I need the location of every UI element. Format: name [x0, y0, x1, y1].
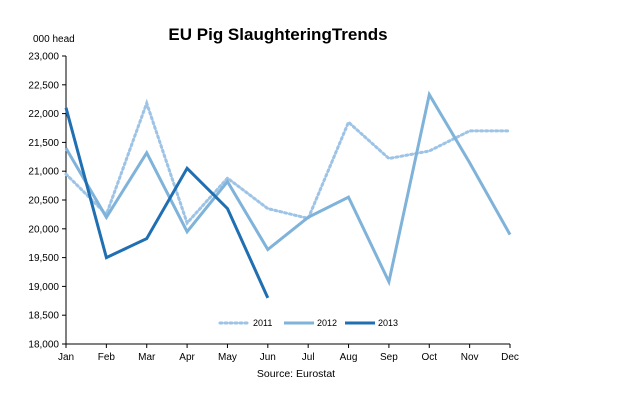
- chart-title: EU Pig SlaughteringTrends: [168, 25, 387, 44]
- x-tick-label: Aug: [340, 352, 358, 363]
- y-tick-label: 21,000: [28, 167, 59, 178]
- y-tick-label: 20,500: [28, 196, 59, 207]
- source-note: Source: Eurostat: [257, 368, 335, 380]
- y-tick-label: 20,000: [28, 224, 59, 235]
- x-tick-label: Nov: [461, 352, 479, 363]
- series-lines: [64, 90, 512, 299]
- y-tick-label: 21,500: [28, 138, 59, 149]
- x-tick-label: Jul: [302, 352, 315, 363]
- x-tick-label: Mar: [138, 352, 156, 363]
- y-tick-label: 19,500: [28, 253, 59, 264]
- x-tick-label: Jan: [58, 352, 74, 363]
- x-tick-label: May: [218, 352, 237, 363]
- x-tick-label: Oct: [421, 352, 437, 363]
- x-axis-ticks: Jan Feb Mar Apr May Jun Jul Aug Sep Oct Nov Dec: [58, 344, 519, 363]
- x-tick-label: Feb: [98, 352, 116, 363]
- x-tick-label: Jun: [260, 352, 276, 363]
- x-tick-label: Sep: [380, 352, 398, 363]
- y-tick-label: 18,500: [28, 311, 59, 322]
- x-tick-label: Dec: [501, 352, 519, 363]
- series-line-2013: [64, 107, 270, 299]
- y-tick-label: 22,500: [28, 80, 59, 91]
- series-line-2012: [64, 90, 512, 287]
- legend-label-2012: 2012: [317, 318, 337, 328]
- axes: [65, 56, 510, 345]
- y-tick-label: 22,000: [28, 109, 59, 120]
- legend-label-2011: 2011: [253, 318, 272, 328]
- series-line-2011: [64, 98, 512, 226]
- y-tick-label: 18,000: [28, 340, 59, 351]
- y-tick-label: 19,000: [28, 282, 59, 293]
- legend-label-2013: 2013: [378, 318, 398, 328]
- x-tick-label: Apr: [179, 352, 195, 363]
- y-tick-label: 23,000: [28, 52, 59, 63]
- legend: 2011 2012 2013: [218, 318, 398, 328]
- y-axis-ticks: 18,000 18,500 19,000 19,500 20,000 20,500 21,0…: [28, 52, 66, 351]
- y-axis-unit-label: 000 head: [33, 34, 75, 45]
